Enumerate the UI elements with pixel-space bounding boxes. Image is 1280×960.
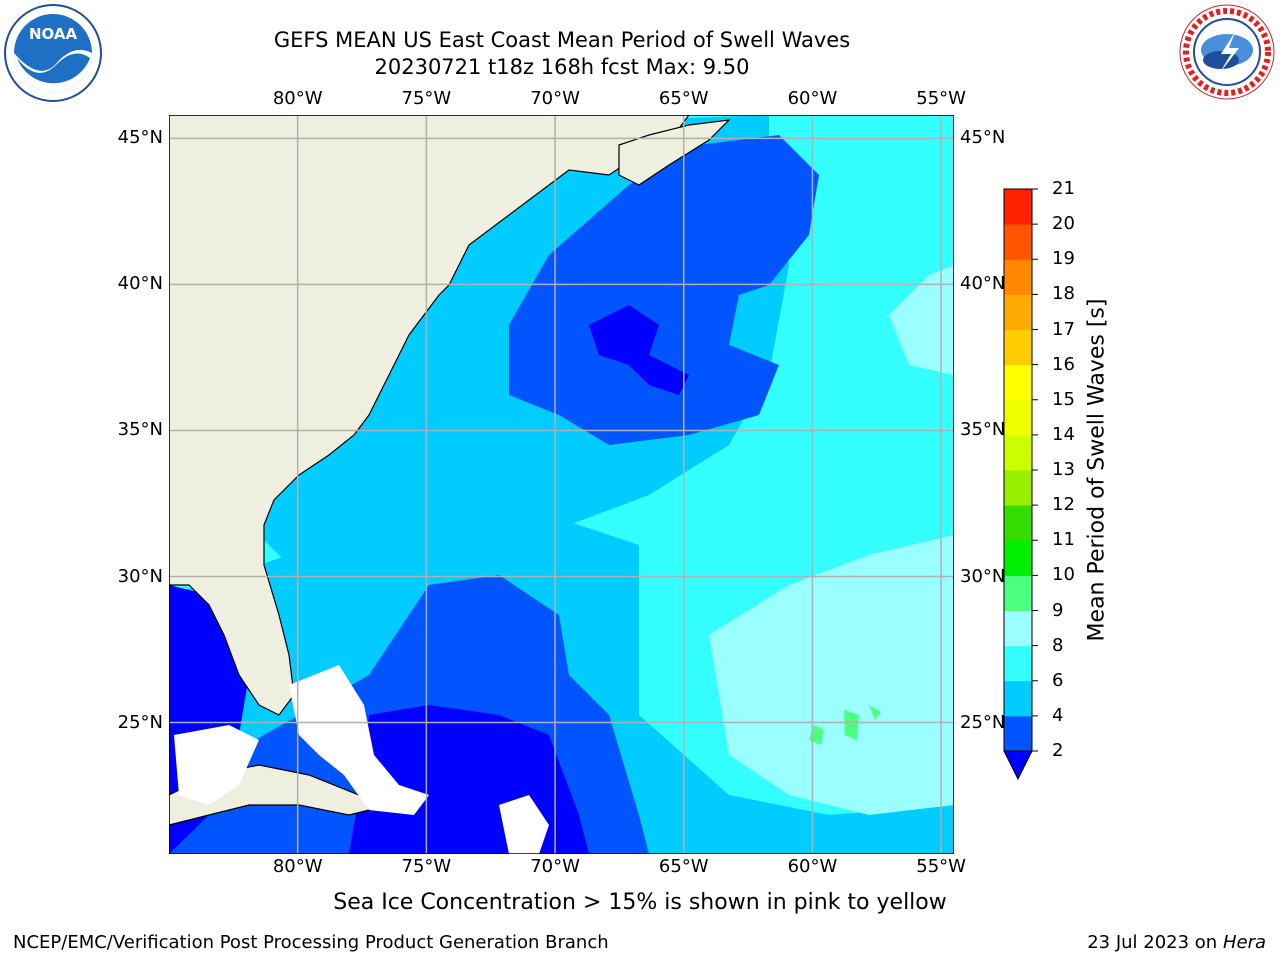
footer-credit: NCEP/EMC/Verification Post Processing Pr…: [13, 932, 609, 953]
longitude-label-top: 70°W: [530, 88, 580, 109]
colorbar-segment: [1004, 645, 1032, 682]
longitude-label-bottom: 55°W: [916, 856, 966, 877]
colorbar-tick-label: 10: [1052, 564, 1075, 586]
colorbar-tick-label: 18: [1052, 283, 1075, 305]
latitude-label-left: 30°N: [117, 565, 163, 587]
longitude-label-top: 60°W: [787, 88, 838, 109]
longitude-label-bottom: 65°W: [658, 856, 709, 877]
latitude-label-right: 30°N: [960, 565, 1006, 587]
sea-ice-note: Sea Ice Concentration > 15% is shown in …: [333, 890, 947, 915]
colorbar-tick-label: 8: [1052, 634, 1064, 656]
colorbar-segment: [1004, 259, 1032, 295]
longitude-label-top: 55°W: [916, 88, 966, 109]
colorbar-segment: [1004, 540, 1032, 576]
latitude-label-right: 35°N: [960, 419, 1006, 441]
colorbar-segment: [1004, 224, 1032, 260]
colorbar-segment: [1004, 575, 1032, 611]
colorbar-tick-label: 19: [1052, 248, 1075, 270]
chart-subtitle: 20230721 t18z 168h fcst Max: 9.50: [374, 55, 750, 79]
colorbar-tick-label: 21: [1052, 178, 1075, 199]
ocean-below-2s-core: [589, 305, 689, 395]
colorbar-tick-label: 6: [1052, 669, 1064, 691]
no-data-bahamas: [289, 665, 429, 815]
ocean-8-9s-southeast: [709, 535, 954, 815]
colorbar-extend-arrow: [1003, 750, 1033, 781]
colorbar-tick-label: 12: [1052, 494, 1075, 516]
longitude-label-bottom: 60°W: [787, 856, 838, 877]
colorbar: [1003, 188, 1038, 781]
colorbar-tick-label: 15: [1052, 388, 1075, 410]
longitude-label-top: 80°W: [272, 88, 323, 109]
colorbar-tick-label: 13: [1052, 459, 1075, 480]
ocean-9-10s-patch-3: [869, 705, 881, 720]
colorbar-tick-label: 11: [1052, 529, 1075, 551]
land-nova-scotia: [618, 119, 731, 186]
noaa-logo-text: NOAA: [29, 25, 78, 43]
colorbar-tick-label: 2: [1052, 740, 1064, 761]
colorbar-segment: [1004, 364, 1032, 401]
colorbar-segment: [1004, 610, 1032, 647]
colorbar-segment: [1004, 470, 1032, 506]
colorbar-segment: [1004, 505, 1032, 541]
no-data-caribbean-west: [174, 725, 259, 805]
colorbar-segment: [1004, 329, 1032, 366]
land-north-america: [169, 115, 690, 716]
chart-title: GEFS MEAN US East Coast Mean Period of S…: [273, 28, 851, 52]
longitude-label-bottom: 70°W: [530, 856, 580, 877]
latitude-label-left: 45°N: [117, 127, 163, 149]
colorbar-label: Mean Period of Swell Waves [s]: [1084, 298, 1110, 642]
colorbar-segment: [1004, 715, 1032, 752]
swell-period-map: [169, 115, 954, 854]
latitude-label-left: 35°N: [117, 419, 163, 441]
longitude-label-bottom: 80°W: [272, 856, 323, 877]
national-weather-service-logo: [1179, 4, 1275, 100]
colorbar-segment: [1004, 399, 1032, 436]
colorbar-tick-label: 9: [1052, 599, 1064, 621]
latitude-label-right: 25°N: [960, 711, 1006, 733]
longitude-label-top: 75°W: [401, 88, 452, 109]
footer-date-text: 23 Jul 2023 on: [1087, 932, 1223, 953]
colorbar-tick-label: 4: [1052, 704, 1064, 726]
footer-date: 23 Jul 2023 on Hera: [1087, 932, 1266, 953]
latitude-label-left: 40°N: [117, 273, 163, 295]
ocean-8-9s-east: [889, 265, 954, 375]
latitude-label-right: 40°N: [960, 273, 1006, 295]
colorbar-tick-label: 17: [1052, 318, 1075, 340]
noaa-logo: NOAA: [4, 4, 102, 102]
longitude-label-bottom: 75°W: [401, 856, 452, 877]
longitude-label-top: 65°W: [658, 88, 709, 109]
no-data-hispaniola: [499, 795, 549, 854]
colorbar-segment: [1004, 189, 1032, 225]
footer-machine: Hera: [1222, 932, 1266, 953]
colorbar-segment: [1004, 434, 1032, 471]
colorbar-tick-label: 20: [1052, 213, 1075, 235]
colorbar-tick-label: 14: [1052, 423, 1075, 445]
ocean-9-10s-patch-2: [844, 710, 859, 740]
colorbar-segment: [1004, 294, 1032, 330]
colorbar-segment: [1004, 680, 1032, 717]
latitude-label-right: 45°N: [960, 127, 1006, 149]
ocean-2-4s-north: [509, 135, 819, 445]
colorbar-tick-label: 16: [1052, 353, 1075, 375]
latitude-label-left: 25°N: [117, 711, 163, 733]
